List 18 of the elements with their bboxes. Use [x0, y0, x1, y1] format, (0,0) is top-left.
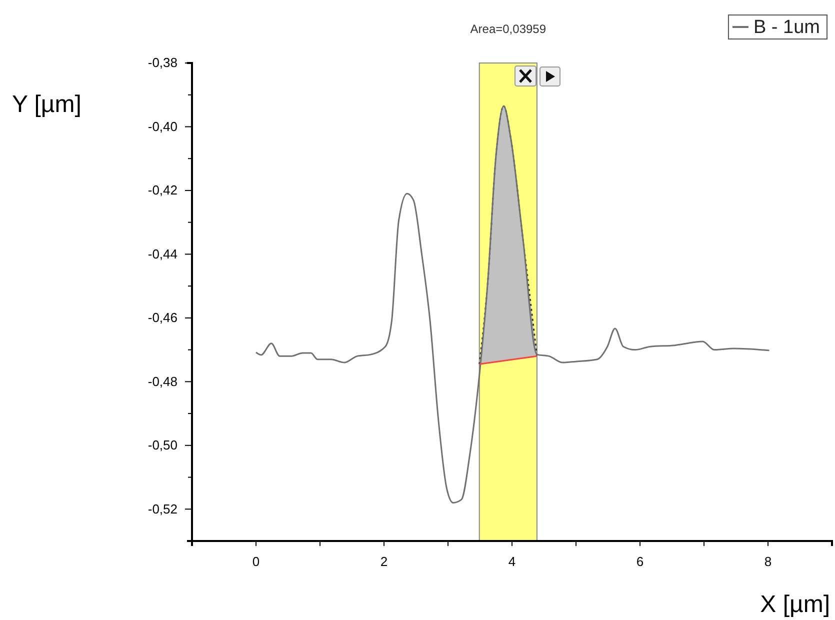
x-axis-title: X [µm] [760, 591, 830, 618]
x-tick-label: 0 [252, 554, 260, 569]
x-tick-label: 8 [764, 554, 772, 569]
y-tick-label: -0,50 [148, 438, 178, 453]
x-tick-label: 2 [380, 554, 388, 569]
x-tick-label: 4 [508, 554, 516, 569]
line-series [255, 105, 770, 504]
y-tick-label: -0,42 [148, 182, 178, 198]
y-tick-label: -0,44 [148, 246, 178, 262]
y-tick-label: -0,48 [148, 374, 178, 389]
y-tick-label: -0,38 [148, 55, 178, 70]
y-tick-label: -0,40 [148, 118, 178, 134]
y-axis-title: Y [µm] [12, 91, 82, 118]
y-tick-label: -0,46 [148, 310, 178, 326]
y-tick-label: -0,52 [148, 501, 178, 516]
text: Area=0,03959 [470, 22, 546, 36]
legend-label: B - 1um [753, 17, 820, 38]
x-tick-label: 6 [636, 554, 644, 569]
